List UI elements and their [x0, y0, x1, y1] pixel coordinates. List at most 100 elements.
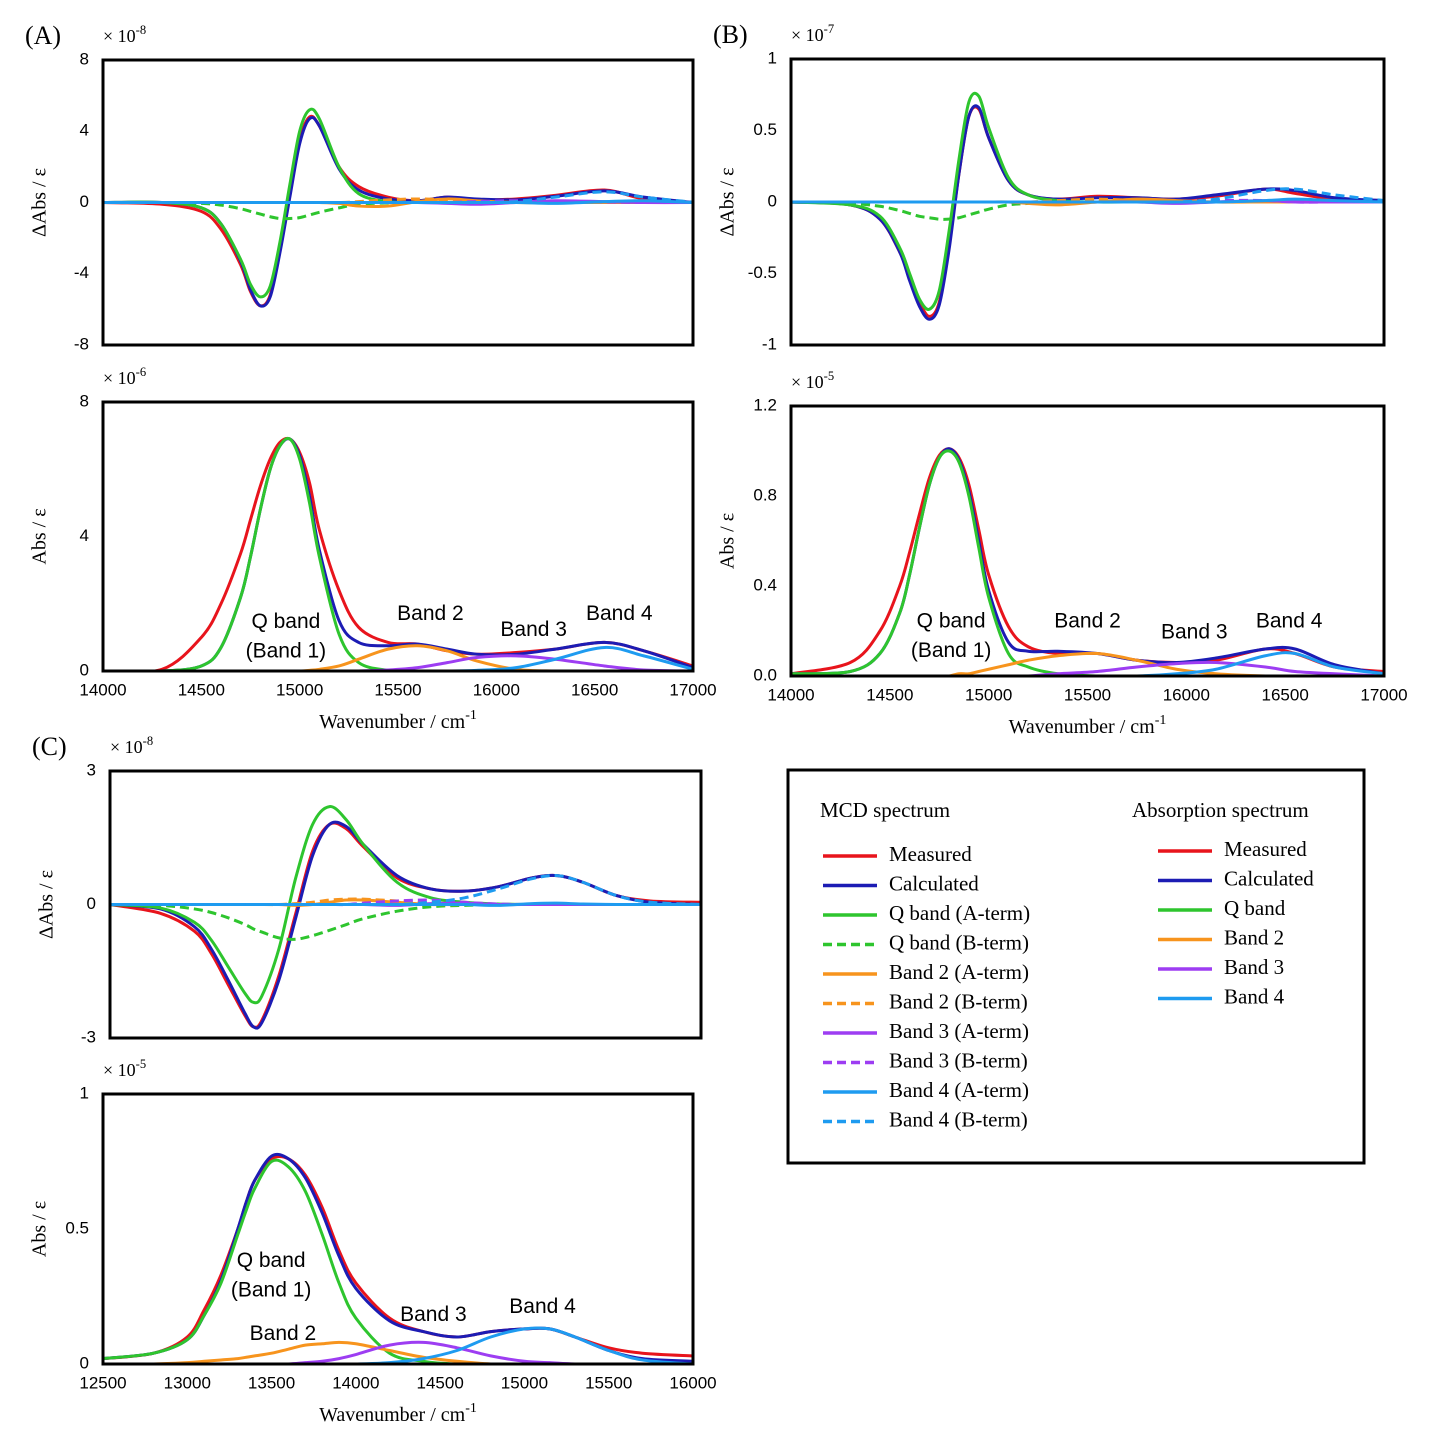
band-annotation: Band 4: [586, 602, 653, 625]
legend-entry: Band 3: [1224, 955, 1284, 979]
band-annotation: Band 3: [1161, 620, 1228, 643]
series-line: [791, 651, 1384, 676]
legend-entry: Band 2 (A-term): [889, 960, 1029, 984]
y-tick-label: 4: [80, 121, 89, 140]
series-line: [103, 1340, 693, 1364]
legend-entry: Band 4: [1224, 984, 1285, 1008]
series-line: [103, 436, 693, 671]
legend-entry: Q band: [1224, 896, 1286, 920]
x-tick-label: 14500: [178, 680, 225, 699]
plot-lines: [110, 805, 701, 1030]
y-tick-label: 0.5: [65, 1218, 89, 1237]
y-tick-label: 0.8: [753, 485, 777, 504]
y-tick-label: -8: [74, 334, 89, 353]
plot-frame: [108, 769, 703, 1040]
y-tick-label: -4: [74, 263, 89, 282]
legend-entry: Band 3 (A-term): [889, 1019, 1029, 1043]
band-annotation: Band 2: [1054, 610, 1121, 633]
x-tick-label: 15500: [1064, 685, 1111, 704]
legend-box: [786, 768, 1366, 1165]
x-tick-label: 15000: [965, 685, 1012, 704]
series-line: [791, 187, 1384, 204]
x-tick-label: 16500: [1262, 685, 1309, 704]
x-tick-label: 13500: [248, 1373, 295, 1392]
x-axis-label: Wavenumber / cm-1: [1009, 713, 1167, 737]
x-axis-label-base: Wavenumber / cm: [319, 711, 466, 733]
y-tick-label: 1: [768, 48, 777, 67]
y-axis-label: Abs / ε: [29, 508, 51, 564]
x-axis-label-exponent: -1: [465, 708, 477, 723]
plot-lines: [103, 107, 693, 308]
y-axis-label: Abs / ε: [717, 513, 739, 569]
band-annotation: Q band: [251, 610, 320, 633]
band-annotation: Band 3: [500, 618, 567, 641]
y-tick-label: 0.4: [753, 575, 777, 594]
legend-entry: Measured: [1224, 837, 1307, 861]
y-multiplier-exponent: -7: [824, 22, 835, 36]
y-multiplier: × 10-7: [791, 22, 834, 45]
plot-lines: [103, 436, 693, 671]
series-line: [791, 651, 1384, 676]
series-line: [791, 660, 1384, 676]
legend-entry: Q band (A-term): [889, 901, 1030, 925]
y-multiplier: × 10-8: [110, 734, 153, 757]
y-tick-label: -3: [81, 1027, 96, 1046]
y-axis-label: ΔAbs / ε: [29, 168, 51, 237]
series-line: [103, 645, 693, 671]
y-multiplier-base: × 10: [791, 372, 824, 392]
y-tick-label: 0: [80, 660, 89, 679]
series-line: [791, 104, 1384, 321]
x-tick-label: 15000: [276, 680, 323, 699]
x-tick-label: 17000: [669, 680, 716, 699]
y-tick-label: -0.5: [748, 263, 777, 282]
panel-label: (A): [25, 21, 61, 50]
y-axis-label: ΔAbs / ε: [36, 870, 58, 939]
y-multiplier: × 10-8: [103, 23, 146, 46]
y-multiplier: × 10-5: [103, 1057, 146, 1080]
x-axis-label-exponent: -1: [1155, 713, 1167, 728]
band-annotation: Band 2: [250, 1322, 317, 1345]
legend-entry: Band 4 (B-term): [889, 1107, 1028, 1131]
band-annotation: (Band 1): [231, 1279, 312, 1302]
y-multiplier-exponent: -6: [136, 365, 147, 379]
legend-entry: Band 2: [1224, 925, 1284, 949]
plot-frame: [789, 57, 1386, 347]
y-tick-label: 0: [87, 894, 96, 913]
legend-title: Absorption spectrum: [1132, 798, 1309, 822]
x-tick-label: 14500: [417, 1373, 464, 1392]
x-tick-label: 12500: [79, 1373, 126, 1392]
x-tick-label: 14500: [866, 685, 913, 704]
x-tick-label: 16000: [669, 1373, 716, 1392]
y-axis-label: ΔAbs / ε: [717, 167, 739, 236]
x-axis-label: Wavenumber / cm-1: [319, 1401, 477, 1425]
plot-frame: [101, 58, 695, 347]
panel-label: (B): [713, 20, 748, 49]
x-tick-label: 16500: [571, 680, 618, 699]
band-annotation: (Band 1): [246, 640, 327, 663]
plot-frame: [101, 1092, 695, 1366]
x-tick-label: 15500: [585, 1373, 632, 1392]
y-multiplier-exponent: -8: [136, 23, 147, 37]
plot-lines: [791, 91, 1384, 321]
x-tick-label: 14000: [767, 685, 814, 704]
series-line: [103, 115, 693, 308]
series-line: [103, 1326, 693, 1364]
series-line: [110, 902, 701, 941]
series-line: [103, 1154, 693, 1361]
y-multiplier: × 10-6: [103, 365, 146, 388]
plot-lines: [791, 447, 1384, 676]
y-tick-label: 3: [87, 760, 96, 779]
legend-entry: Band 4 (A-term): [889, 1078, 1029, 1102]
x-tick-label: 15500: [374, 680, 421, 699]
panel-label: (C): [32, 732, 67, 761]
x-tick-label: 17000: [1360, 685, 1407, 704]
legend-entry: Band 2 (B-term): [889, 989, 1028, 1013]
series-line: [791, 105, 1384, 318]
y-tick-label: -1: [762, 334, 777, 353]
y-tick-label: 0.0: [753, 665, 777, 684]
x-axis-label-exponent: -1: [465, 1401, 477, 1416]
y-tick-label: 0: [80, 1353, 89, 1372]
legend-entry: Q band (B-term): [889, 930, 1029, 954]
legend-entry: Calculated: [889, 871, 979, 895]
